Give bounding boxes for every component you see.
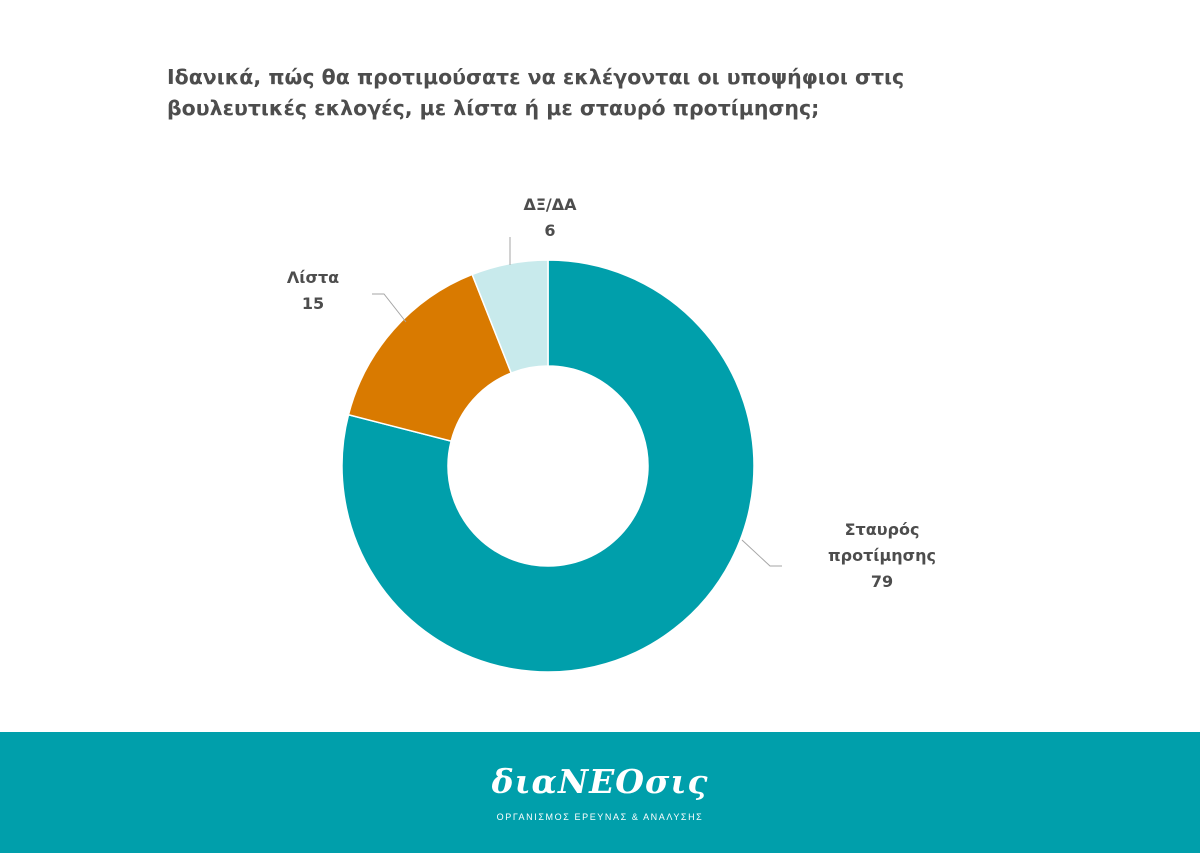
slice-value-0: 79 [871,572,893,591]
slice-name-2: ΔΞ/ΔΑ [523,195,577,214]
slice-2 [471,259,549,374]
slice-value-1: 15 [302,294,324,313]
slice-0 [341,259,755,673]
slice-name-0: Σταυρός [845,520,920,539]
slice-label-2: ΔΞ/ΔΑ 6 [523,195,577,240]
slice-value-2: 6 [544,221,555,240]
slice-1 [347,273,513,443]
chart-title: Ιδανικά, πώς θα προτιμούσατε να εκλέγοντ… [167,65,905,120]
dianeosis-logo: διαΝΕΟσις [491,762,709,801]
donut-slices [341,259,755,673]
slice-label-1: Λίστα 15 [287,268,339,313]
leader-line-0 [741,539,782,567]
slice-name-0: προτίμησης [828,546,936,565]
leader-line-1 [372,293,407,323]
logo-tagline: ΟΡΓΑΝΙΣΜΟΣ ΕΡΕΥΝΑΣ & ΑΝΑΛΥΣΗΣ [496,812,704,822]
slice-labels: Σταυρός προτίμησης 79 Λίστα 15 ΔΞ/ΔΑ 6 [287,195,936,591]
slice-label-0: Σταυρός προτίμησης 79 [828,520,936,591]
slice-name-1: Λίστα [287,268,339,287]
footer-bar [0,732,1200,853]
leader-lines [372,237,782,567]
donut-chart: Σταυρός προτίμησης 79 Λίστα 15 ΔΞ/ΔΑ 6 [287,195,936,673]
